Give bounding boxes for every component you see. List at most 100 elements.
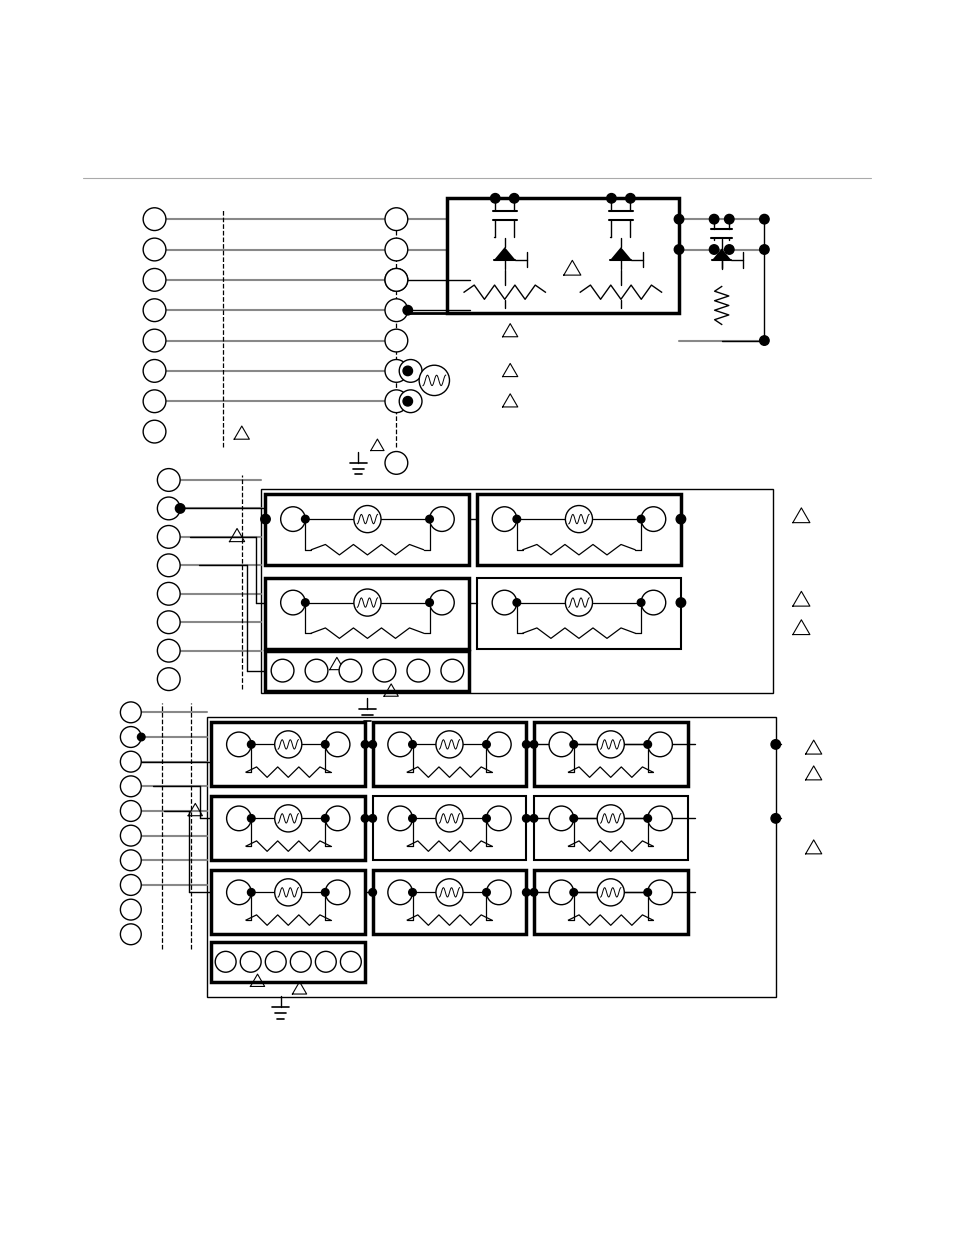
Circle shape [157, 496, 180, 520]
Bar [373, 795, 526, 861]
Bar [534, 795, 687, 861]
Circle shape [361, 815, 369, 823]
Circle shape [490, 194, 499, 203]
Circle shape [436, 731, 462, 758]
Circle shape [120, 850, 141, 871]
Bar [207, 718, 775, 997]
Circle shape [597, 731, 623, 758]
Circle shape [759, 215, 768, 224]
Circle shape [265, 951, 286, 972]
Circle shape [436, 805, 462, 832]
Circle shape [385, 268, 407, 291]
Bar [212, 721, 365, 787]
Circle shape [157, 583, 180, 605]
Circle shape [565, 505, 592, 532]
Circle shape [301, 599, 309, 606]
Circle shape [157, 611, 180, 634]
Bar [373, 869, 526, 935]
Circle shape [522, 888, 530, 897]
Circle shape [530, 815, 537, 823]
Circle shape [486, 806, 511, 831]
Circle shape [388, 806, 412, 831]
Bar [534, 869, 687, 935]
Circle shape [770, 740, 780, 750]
Circle shape [486, 732, 511, 757]
Bar [476, 578, 680, 648]
Circle shape [530, 888, 537, 897]
Circle shape [143, 420, 166, 443]
Circle shape [597, 805, 623, 832]
Circle shape [509, 194, 518, 203]
Bar [212, 942, 365, 982]
Circle shape [676, 598, 685, 608]
Circle shape [569, 888, 577, 897]
Bar [265, 651, 469, 690]
Circle shape [398, 359, 421, 383]
Circle shape [120, 924, 141, 945]
Circle shape [709, 215, 719, 224]
Circle shape [482, 741, 490, 748]
Bar [373, 721, 526, 787]
Circle shape [402, 305, 412, 315]
Bar [476, 494, 680, 566]
Circle shape [674, 245, 683, 254]
Circle shape [549, 881, 573, 905]
Circle shape [271, 659, 294, 682]
Circle shape [369, 741, 376, 748]
Bar [534, 721, 687, 787]
Circle shape [385, 299, 407, 321]
Circle shape [425, 599, 433, 606]
Circle shape [643, 888, 651, 897]
Circle shape [425, 515, 433, 522]
Circle shape [482, 888, 490, 897]
Circle shape [240, 951, 261, 972]
Circle shape [429, 506, 454, 531]
Circle shape [530, 741, 537, 748]
Circle shape [759, 245, 768, 254]
Circle shape [402, 396, 412, 406]
Circle shape [137, 734, 145, 741]
Circle shape [569, 741, 577, 748]
Circle shape [247, 741, 254, 748]
Circle shape [143, 359, 166, 383]
Circle shape [647, 732, 672, 757]
Circle shape [388, 732, 412, 757]
Circle shape [361, 741, 369, 748]
Circle shape [385, 359, 407, 383]
Circle shape [513, 515, 520, 522]
Circle shape [408, 815, 416, 823]
Circle shape [398, 390, 421, 412]
Circle shape [606, 194, 616, 203]
Circle shape [429, 590, 454, 615]
Circle shape [274, 731, 301, 758]
Circle shape [274, 805, 301, 832]
Circle shape [565, 589, 592, 616]
Circle shape [385, 330, 407, 352]
Circle shape [340, 951, 361, 972]
Circle shape [227, 732, 251, 757]
Circle shape [120, 825, 141, 846]
Bar [212, 795, 365, 861]
Circle shape [157, 526, 180, 548]
Circle shape [143, 207, 166, 231]
Circle shape [637, 599, 644, 606]
Circle shape [247, 888, 254, 897]
Circle shape [143, 268, 166, 291]
Circle shape [388, 881, 412, 905]
Circle shape [522, 815, 530, 823]
Circle shape [175, 504, 185, 514]
Circle shape [274, 879, 301, 906]
Polygon shape [610, 247, 631, 259]
Circle shape [143, 390, 166, 412]
Circle shape [492, 590, 517, 615]
Circle shape [385, 390, 407, 412]
Circle shape [482, 815, 490, 823]
Circle shape [373, 659, 395, 682]
Circle shape [486, 881, 511, 905]
Circle shape [157, 668, 180, 690]
Circle shape [436, 879, 462, 906]
Polygon shape [712, 248, 730, 259]
Circle shape [157, 555, 180, 577]
Circle shape [402, 366, 412, 375]
Circle shape [674, 215, 683, 224]
